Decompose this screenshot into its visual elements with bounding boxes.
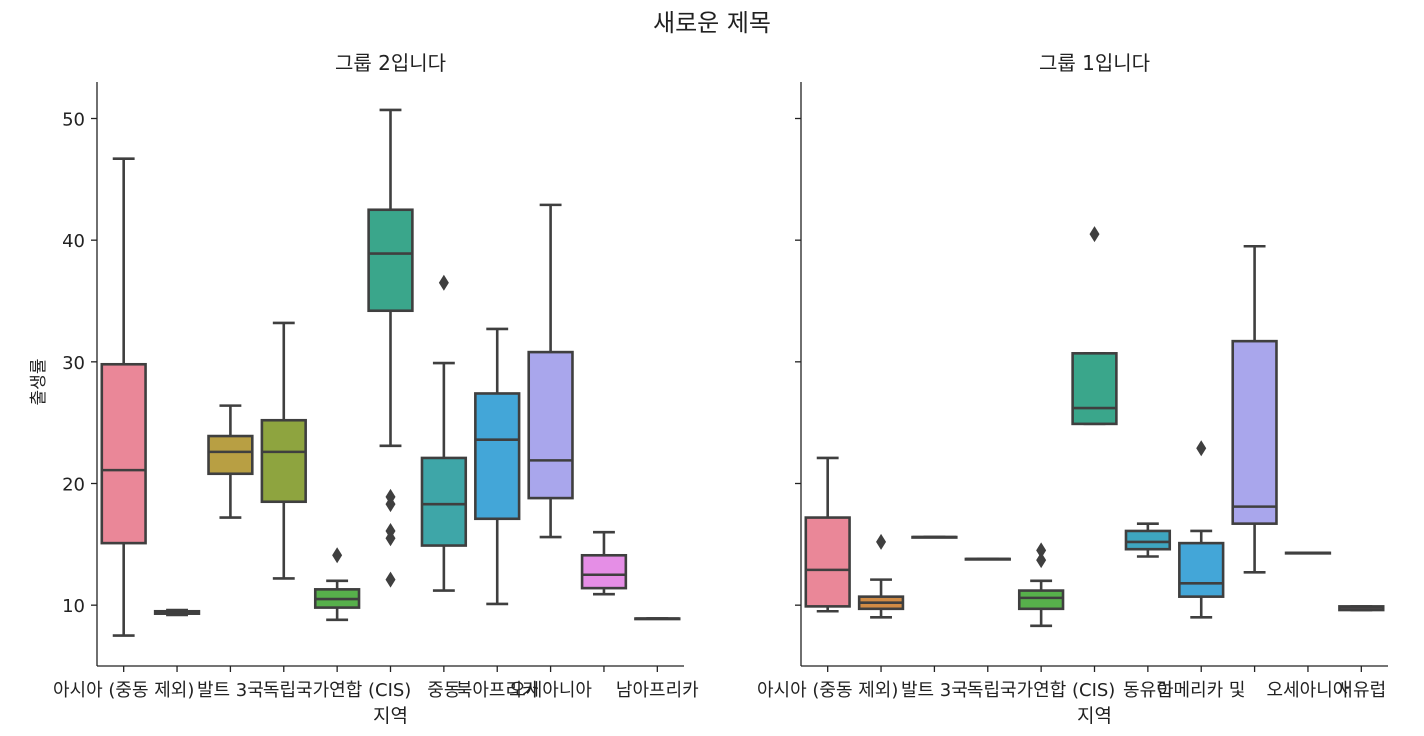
- box-body: [804, 516, 851, 608]
- box-body: [420, 456, 468, 547]
- box-category-2: [153, 608, 201, 672]
- x-tick-label: 오세아니아: [1267, 680, 1350, 701]
- box-동유럽: 동유럽: [1123, 522, 1173, 701]
- outlier-point: [385, 522, 396, 539]
- box-독립국가연합 (CIS): 독립국가연합 (CIS): [967, 542, 1115, 701]
- box-서유럽: 서유럽: [1336, 605, 1386, 701]
- box-발트 3국: 발트 3국: [901, 535, 968, 701]
- x-tick-label: 남아프리카: [616, 680, 699, 701]
- box-오세아니아: 오세아니아: [1267, 551, 1350, 701]
- outlier-point: [1196, 440, 1207, 457]
- x-tick-label: 발트 3국: [197, 680, 264, 701]
- outlier-point: [385, 488, 396, 505]
- y-tick-label: 10: [62, 596, 85, 617]
- box-독립국가연합 (CIS): 독립국가연합 (CIS): [263, 547, 411, 701]
- box-category-4: [964, 557, 1011, 672]
- y-axis-label: 출생률: [29, 359, 49, 406]
- box-category-6: [1071, 226, 1118, 672]
- box-body: [367, 208, 414, 313]
- box-body: [260, 418, 307, 504]
- box-body: [527, 350, 574, 500]
- y-tick-label: 30: [62, 353, 85, 374]
- x-tick-label: 발트 3국: [901, 680, 968, 701]
- box-중동: 중동: [420, 274, 468, 701]
- x-tick-label: 아시아 (중동 제외): [53, 680, 194, 701]
- panel-title: 그룹 1입니다: [1039, 51, 1150, 75]
- box-body: [1017, 589, 1065, 611]
- x-tick-label: 동유럽: [1123, 680, 1173, 701]
- box-body: [1231, 339, 1278, 525]
- box-body: [1071, 352, 1118, 426]
- outlier-point: [332, 547, 343, 564]
- outlier-point: [438, 274, 449, 291]
- box-body: [100, 362, 147, 545]
- box-남아프리카: 남아프리카: [616, 617, 699, 701]
- panel-group-2: 그룹 2입니다 10 20 30 40 50 아시아 (중동 제외) 발트 3국 독립국가연합 …: [53, 51, 699, 727]
- box-아메리카 및: 아메리카 및: [1157, 440, 1246, 701]
- box-category-6: [367, 108, 414, 672]
- box-아시아 (중동 제외): 아시아 (중동 제외): [757, 456, 898, 701]
- x-tick-label: 독립국가연합 (CIS): [263, 680, 411, 701]
- box-북아프리카: 북아프리카: [456, 327, 539, 701]
- y-tick-label: 50: [62, 110, 85, 131]
- box-category-9: [1231, 244, 1278, 672]
- box-body: [207, 434, 254, 476]
- box-body: [1178, 541, 1225, 598]
- x-tick-label: 오세아니아: [509, 680, 592, 701]
- outlier-point: [1036, 542, 1047, 559]
- x-tick-label: 독립국가연합 (CIS): [967, 680, 1115, 701]
- outlier-point: [1036, 552, 1047, 569]
- x-axis-label: 지역: [1077, 705, 1112, 727]
- outlier-point: [1089, 226, 1100, 243]
- x-tick-label: 서유럽: [1336, 680, 1386, 701]
- outlier-point: [876, 533, 887, 550]
- box-발트 3국: 발트 3국: [197, 404, 264, 701]
- y-tick-label: 20: [62, 475, 85, 496]
- x-tick-label: 아메리카 및: [1157, 680, 1246, 701]
- box-아시아 (중동 제외): 아시아 (중동 제외): [53, 157, 194, 701]
- box-body: [580, 553, 628, 590]
- x-axis-label: 지역: [373, 705, 408, 727]
- box-body: [1124, 529, 1172, 551]
- figure-title: 새로운 제목: [653, 9, 771, 37]
- outlier-point: [385, 571, 396, 588]
- y-tick-label: 40: [62, 231, 85, 252]
- box-category-2: [857, 533, 905, 672]
- box-category-4: [260, 321, 307, 672]
- x-tick-label: 중동: [427, 680, 460, 701]
- panel-title: 그룹 2입니다: [335, 51, 446, 75]
- box-category-10: [580, 530, 628, 672]
- x-tick-label: 북아프리카: [456, 680, 539, 701]
- x-tick-label: 아시아 (중동 제외): [757, 680, 898, 701]
- box-오세아니아: 오세아니아: [509, 203, 592, 701]
- box-body: [474, 392, 521, 521]
